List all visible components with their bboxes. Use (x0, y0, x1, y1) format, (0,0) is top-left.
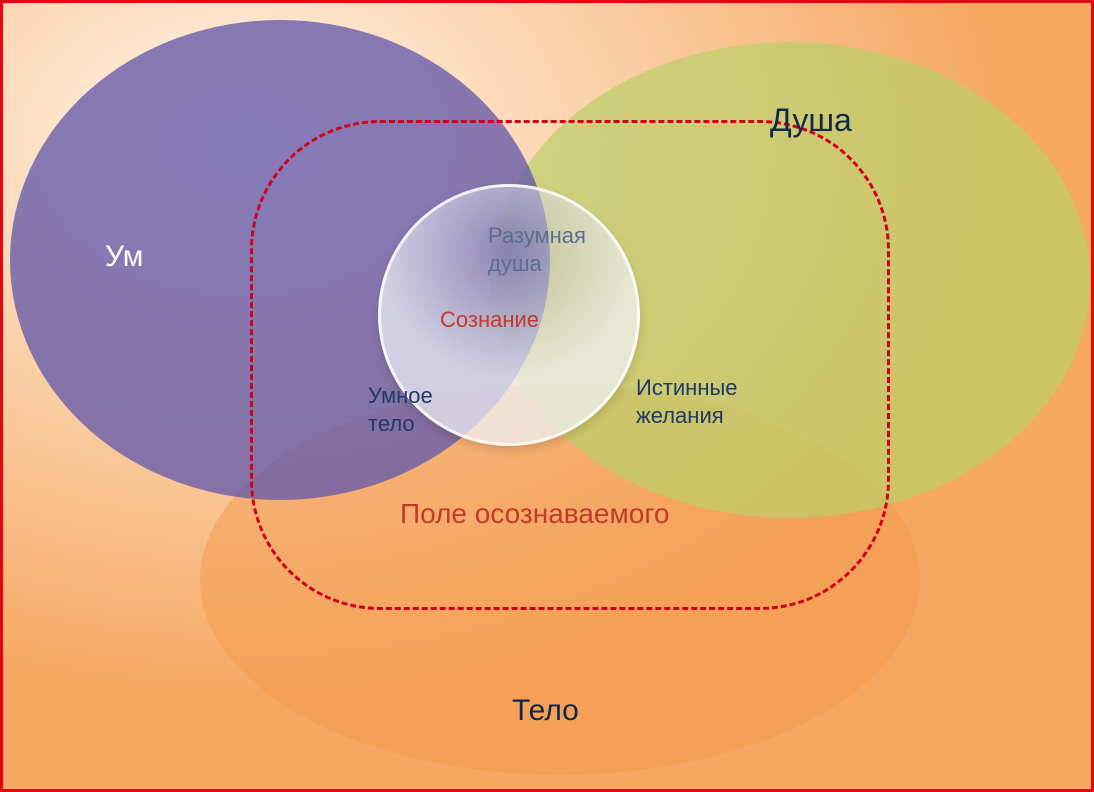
outer-border (0, 0, 1094, 792)
diagram-canvas: Ум Душа Тело Разумная душа Сознание Умно… (0, 0, 1094, 792)
